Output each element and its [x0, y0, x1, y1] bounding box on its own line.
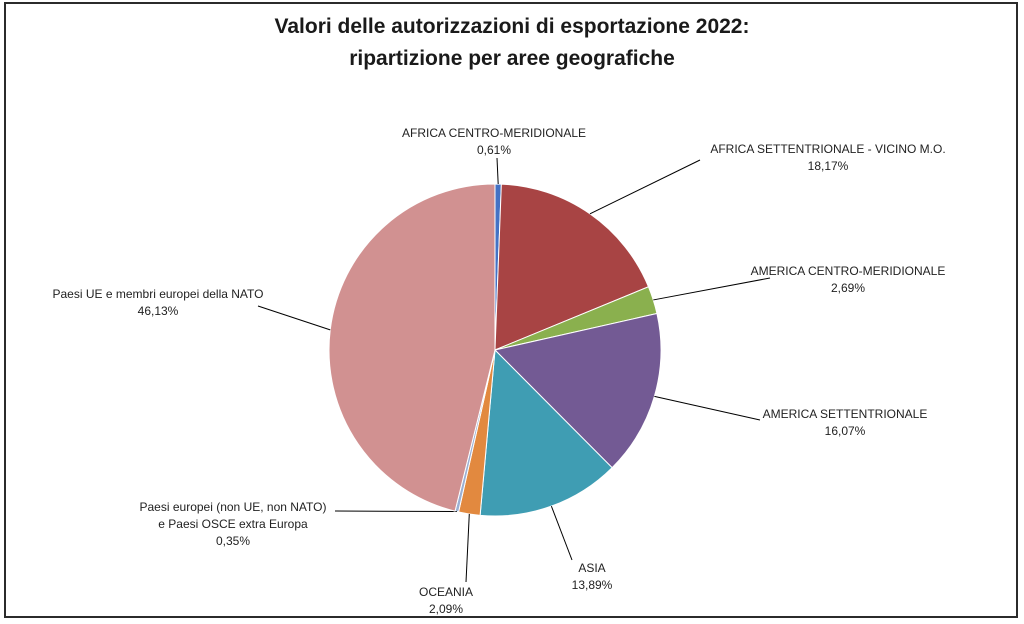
slice-name-label: Paesi UE e membri europei della NATO	[53, 287, 264, 301]
leader-line	[550, 505, 573, 561]
chart-title-line-2: ripartizione per aree geografiche	[349, 47, 675, 70]
slice-name-label: AMERICA SETTENTRIONALE	[763, 407, 928, 421]
leader-line	[653, 277, 771, 301]
slice-value-label: 0,61%	[477, 143, 511, 157]
slice-value-label: 46,13%	[138, 304, 179, 318]
leader-line	[496, 157, 499, 185]
leader-line	[257, 305, 331, 331]
slice-name-label: e Paesi OSCE extra Europa	[158, 517, 308, 531]
leader-line	[589, 159, 701, 215]
chart-title-line-1: Valori delle autorizzazioni di esportazi…	[274, 15, 750, 38]
slice-value-label: 0,35%	[216, 534, 250, 548]
slice-name-label: AFRICA CENTRO-MERIDIONALE	[402, 126, 586, 140]
slice-name-label: AMERICA CENTRO-MERIDIONALE	[751, 264, 946, 278]
pie-slice	[494, 183, 650, 351]
leader-line	[654, 395, 761, 421]
pie-slice	[479, 348, 613, 517]
slice-value-label: 18,17%	[808, 159, 849, 173]
slice-name-label: AFRICA SETTENTRIONALE - VICINO M.O.	[710, 142, 945, 156]
leader-line	[334, 510, 457, 513]
leader-line	[465, 513, 470, 583]
slice-name-label: OCEANIA	[419, 585, 473, 599]
slice-name-label: Paesi europei (non UE, non NATO)	[140, 500, 327, 514]
slice-value-label: 16,07%	[825, 424, 866, 438]
slice-name-label: ASIA	[578, 561, 605, 575]
pie-slice	[494, 312, 662, 469]
slice-value-label: 2,69%	[831, 281, 865, 295]
slice-value-label: 2,09%	[429, 602, 463, 616]
pie-slice	[328, 183, 496, 512]
slice-value-label: 13,89%	[572, 578, 613, 592]
